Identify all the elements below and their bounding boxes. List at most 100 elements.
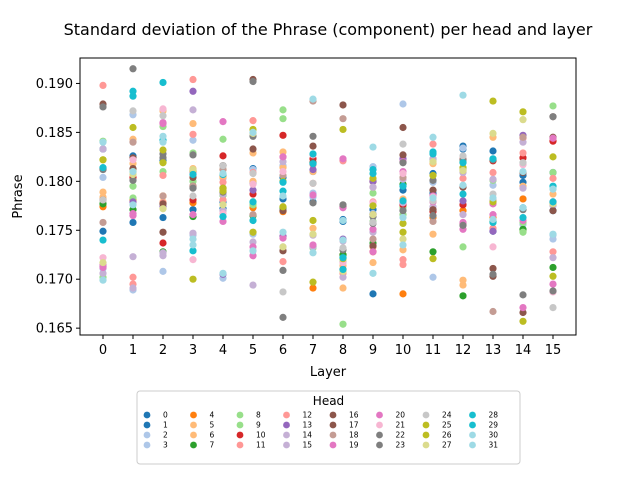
point-head-24-layer-0 [99,196,107,204]
point-head-28-layer-7 [309,160,317,168]
point-head-15-layer-3 [189,106,197,114]
point-head-25-layer-8 [339,125,347,134]
point-head-27-layer-12 [459,166,467,175]
legend-marker-head-9 [236,421,244,429]
legend-marker-head-26 [422,431,430,439]
point-head-2-layer-10 [399,100,407,108]
point-head-11-layer-4 [219,178,227,186]
x-tick-label: 2 [159,343,167,358]
legend-marker-head-20 [376,411,383,419]
point-head-26-layer-11 [429,255,437,263]
point-head-12-layer-13 [489,168,497,177]
point-head-26-layer-10 [399,228,407,236]
legend-label-head-8: 8 [256,411,261,420]
point-head-30-layer-7 [309,95,317,103]
point-head-30-layer-12 [459,91,467,99]
point-head-24-layer-9 [369,218,377,227]
legend-marker-head-25 [422,421,430,429]
y-tick-label: 0.170 [36,273,73,288]
point-head-15-layer-1 [129,253,137,261]
point-head-19-layer-15 [549,134,557,142]
point-head-8-layer-6 [279,115,287,123]
point-head-14-layer-3 [189,229,197,237]
legend-label-head-1: 1 [163,421,168,430]
point-head-18-layer-8 [339,115,347,123]
point-head-22-layer-7 [309,132,317,140]
legend: Head 01234567891011121314151617181920212… [136,390,521,465]
point-head-29-layer-5 [249,216,257,225]
point-head-1-layer-9 [369,290,377,298]
point-head-11-layer-3 [189,75,197,84]
point-head-22-layer-1 [129,65,137,73]
legend-marker-head-16 [329,411,337,419]
legend-label-head-5: 5 [210,421,215,430]
legend-label-head-6: 6 [210,431,215,440]
point-head-26-layer-7 [309,216,317,225]
point-head-12-layer-10 [399,256,407,264]
point-head-22-layer-14 [519,291,527,299]
legend-label-head-17: 17 [349,421,359,430]
point-head-21-layer-6 [279,167,287,176]
point-head-24-layer-7 [309,179,317,187]
point-head-3-layer-11 [429,273,437,281]
legend-marker-head-31 [469,441,476,449]
point-head-30-layer-9 [369,143,377,151]
point-head-20-layer-1 [129,210,137,218]
point-head-13-layer-7 [309,165,317,174]
point-head-20-layer-7 [309,241,317,249]
point-head-24-layer-15 [549,303,557,312]
point-head-14-layer-9 [369,183,377,191]
point-head-7-layer-12 [459,292,467,300]
point-head-17-layer-10 [399,123,407,132]
point-head-25-layer-11 [429,171,437,180]
point-head-28-layer-8 [339,254,347,262]
point-head-25-layer-9 [369,202,377,210]
legend-label-head-13: 13 [303,421,313,430]
point-head-28-layer-14 [519,213,527,222]
point-head-13-layer-12 [459,197,467,205]
point-head-22-layer-3 [189,151,197,159]
point-head-2-layer-3 [189,136,197,144]
x-tick-label: 6 [279,343,287,358]
legend-marker-head-10 [236,431,244,439]
point-head-28-layer-5 [249,198,257,206]
point-head-20-layer-15 [549,280,557,288]
x-tick-label: 11 [425,343,442,358]
legend-title: Head [313,394,344,408]
point-head-24-layer-1 [129,107,137,115]
chart-title: Standard deviation of the Phrase (compon… [64,20,593,39]
point-head-26-layer-2 [159,159,167,167]
point-head-30-layer-10 [399,241,407,249]
point-head-14-layer-1 [129,284,137,292]
point-head-16-layer-7 [309,142,317,150]
legend-marker-head-12 [283,411,290,419]
point-head-22-layer-10 [399,207,407,215]
x-tick-label: 8 [339,343,347,358]
point-head-29-layer-11 [429,148,437,156]
legend-marker-head-14 [283,431,290,439]
legend-label-head-7: 7 [210,441,215,450]
point-head-28-layer-12 [459,159,467,167]
point-head-15-layer-12 [459,211,467,219]
point-head-16-layer-13 [489,264,497,273]
point-head-21-layer-1 [129,156,137,164]
point-head-25-layer-7 [309,278,317,286]
point-head-25-layer-14 [519,317,527,325]
point-head-24-layer-8 [339,244,347,252]
legend-marker-head-6 [190,431,197,439]
legend-marker-head-24 [422,411,430,419]
point-head-18-layer-13 [489,307,497,316]
point-head-22-layer-12 [459,221,467,229]
legend-label-head-24: 24 [442,411,452,420]
point-head-18-layer-9 [369,235,377,243]
point-head-18-layer-0 [99,218,107,227]
point-head-6-layer-11 [429,230,437,238]
legend-marker-head-21 [376,421,383,429]
legend-label-head-3: 3 [163,441,168,450]
point-head-22-layer-0 [99,103,107,111]
point-head-26-layer-0 [99,156,107,164]
legend-marker-head-7 [190,441,197,449]
point-head-4-layer-10 [399,290,407,298]
x-tick-label: 14 [515,343,532,358]
legend-marker-head-17 [329,421,337,429]
